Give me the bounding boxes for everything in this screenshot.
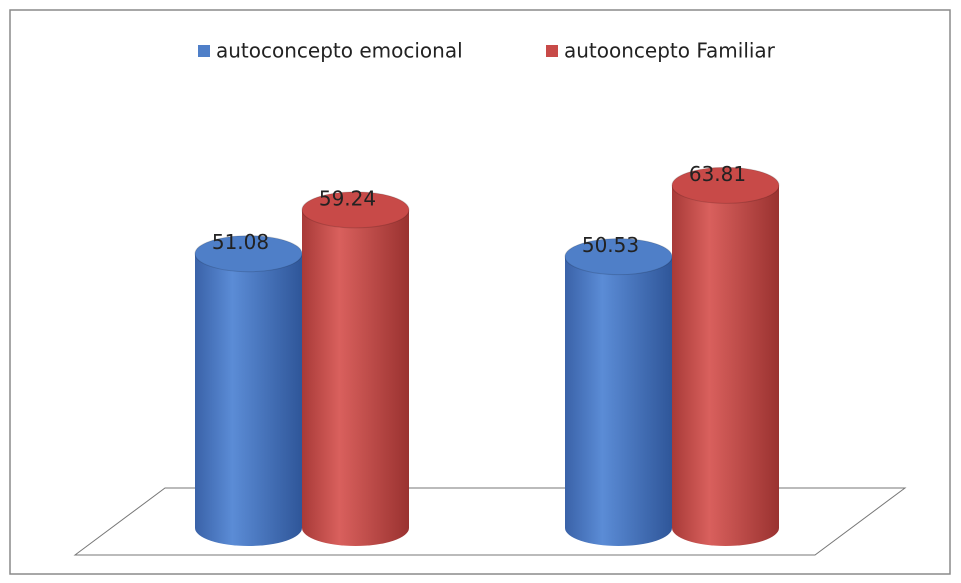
value-label: 51.08 — [212, 230, 269, 254]
cylinder-top — [671, 166, 780, 204]
value-label: 59.24 — [319, 186, 376, 210]
cylinder-body — [302, 209, 409, 546]
legend-label: autoconcepto emocional — [216, 39, 463, 63]
legend-swatch — [546, 45, 558, 57]
cylinder-top — [301, 191, 410, 229]
cylinder-body — [565, 256, 672, 546]
cylinder-body — [672, 185, 779, 546]
legend-label: autoonceptо Familiar — [564, 39, 776, 63]
value-label: 63.81 — [689, 162, 746, 186]
legend-swatch — [198, 45, 210, 57]
chart-frame — [9, 9, 951, 575]
cylinder-body — [195, 253, 302, 547]
value-label: 50.53 — [582, 233, 639, 257]
